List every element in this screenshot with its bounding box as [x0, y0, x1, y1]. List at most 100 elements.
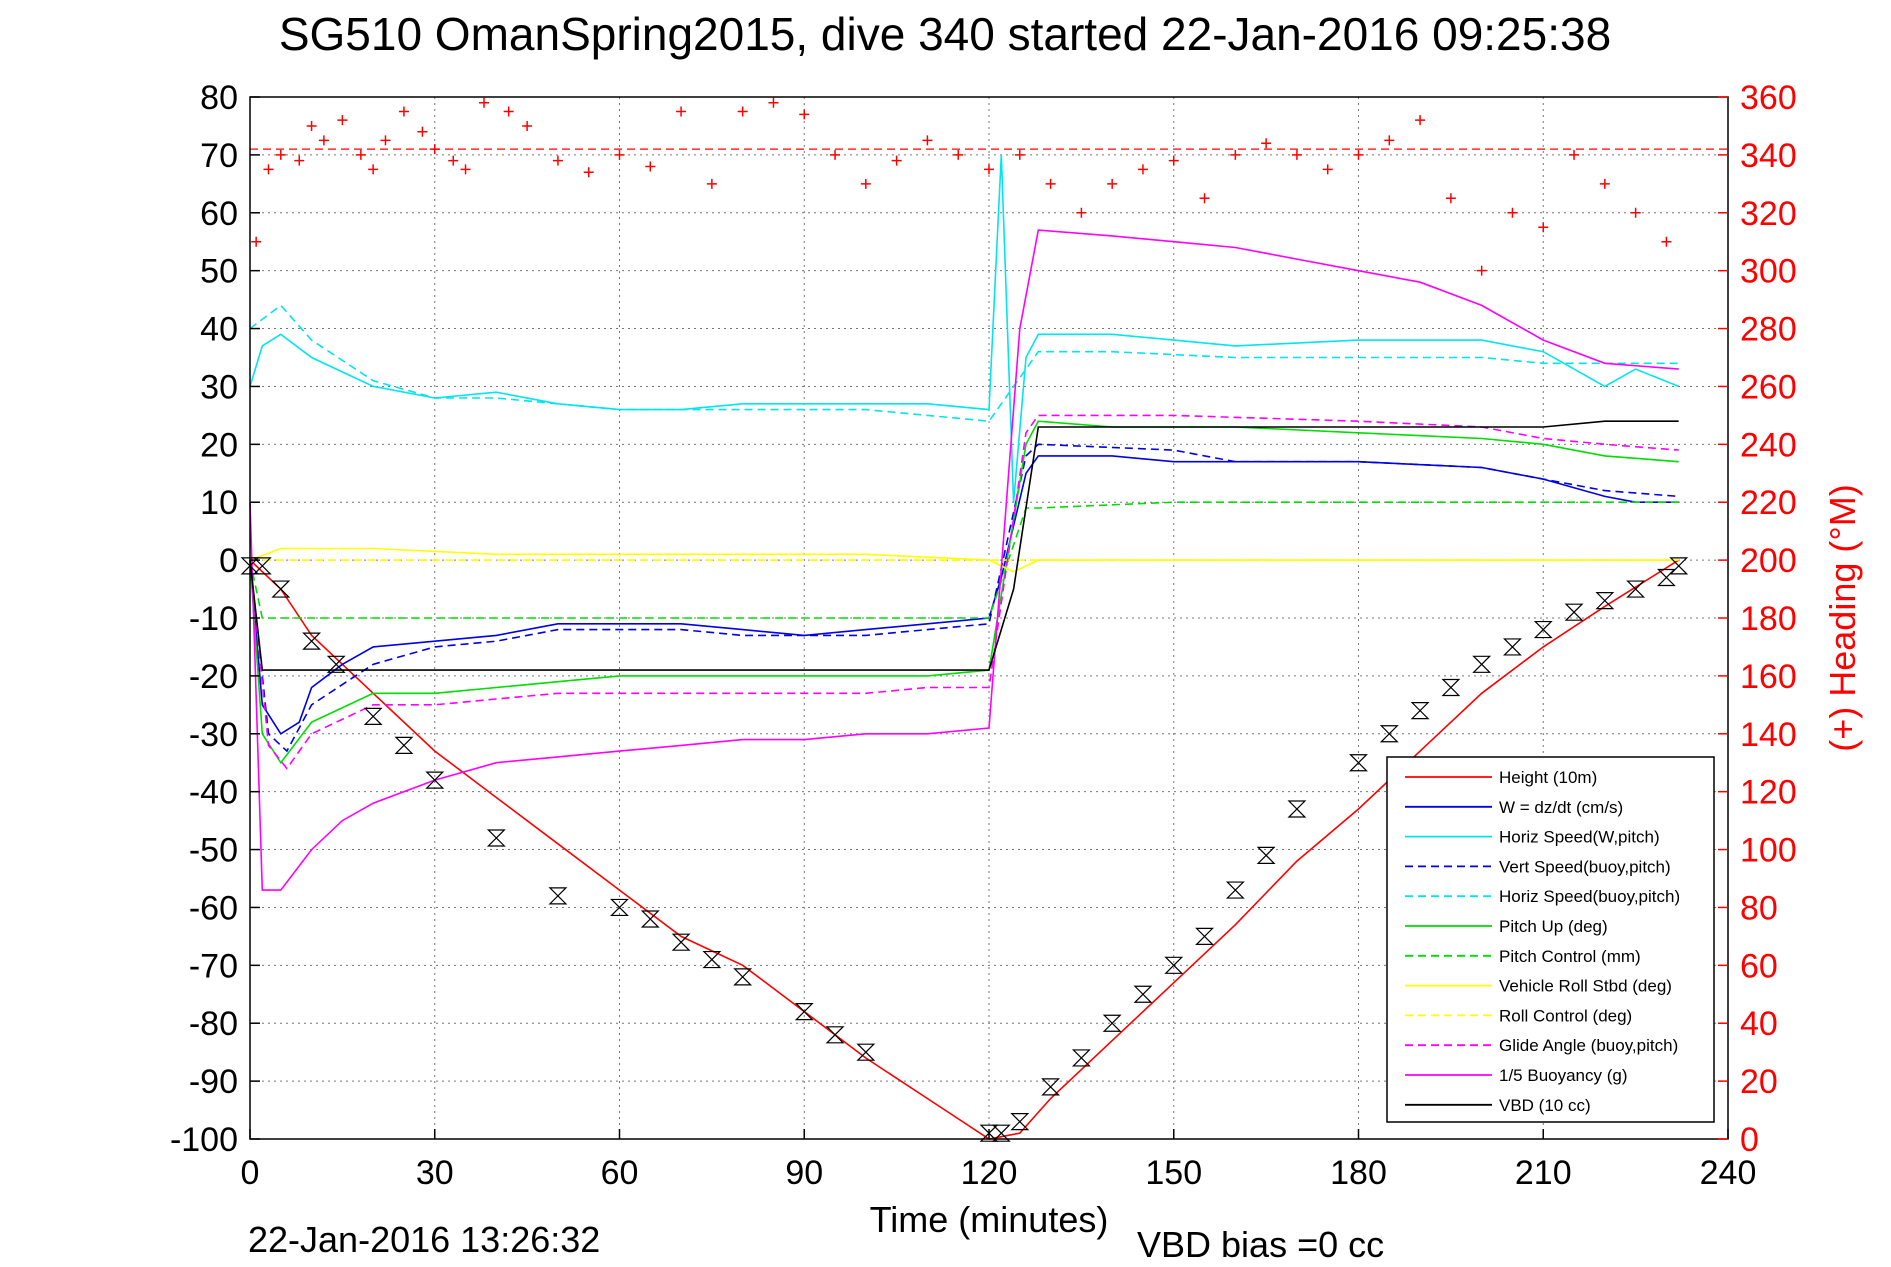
series-line	[249, 420, 1679, 671]
legend-box	[1386, 756, 1715, 1123]
depth-marker	[1287, 800, 1307, 818]
depth-marker	[1133, 985, 1153, 1003]
heading-point	[417, 126, 428, 137]
heading-point	[1415, 115, 1426, 126]
heading-point	[429, 144, 440, 155]
y-right-tick-label: 60	[1740, 947, 1778, 985]
depth-marker	[1379, 725, 1399, 743]
heading-point	[479, 97, 490, 108]
heading-point	[522, 120, 533, 131]
heading-point	[355, 149, 366, 160]
y-right-tick-label: 220	[1740, 484, 1797, 522]
depth-marker	[394, 736, 414, 754]
y-right-tick-label: 180	[1740, 600, 1797, 638]
heading-point	[984, 164, 994, 175]
legend-entry: VBD (10 cc)	[1499, 1096, 1591, 1115]
y-tick-label: -30	[189, 716, 238, 754]
legend-entry: Horiz Speed(W,pitch)	[1499, 828, 1660, 847]
heading-point	[1538, 222, 1549, 233]
y-right-tick-label: 320	[1740, 195, 1797, 233]
depth-marker	[640, 910, 660, 928]
heading-point	[1168, 155, 1179, 166]
heading-point	[263, 164, 274, 175]
legend-entry: Vehicle Roll Stbd (deg)	[1499, 977, 1672, 996]
legend-entry: W = dz/dt (cm/s)	[1499, 798, 1623, 817]
heading-point	[1384, 135, 1395, 146]
y-tick-label: 50	[200, 253, 238, 291]
heading-point	[737, 106, 748, 117]
y-tick-label: 20	[200, 426, 238, 464]
y-right-tick-label: 200	[1740, 542, 1797, 580]
heading-point	[799, 109, 810, 120]
heading-point	[1014, 149, 1025, 160]
heading-point	[1569, 149, 1580, 160]
heading-point	[503, 106, 514, 117]
y-tick-label: -40	[189, 774, 238, 812]
depth-marker	[1656, 568, 1676, 587]
depth-marker	[1256, 846, 1276, 864]
y-right-tick-label: 360	[1740, 79, 1797, 117]
heading-point	[1353, 149, 1364, 160]
depth-marker	[702, 950, 722, 969]
series-line	[249, 420, 1679, 765]
chart-title: SG510 OmanSpring2015, dive 340 started 2…	[279, 8, 1611, 60]
depth-marker	[671, 933, 691, 951]
series-line	[249, 501, 1679, 619]
footer-date: 22-Jan-2016 13:26:32	[248, 1219, 600, 1260]
heading-point	[251, 236, 262, 247]
x-tick-label: 210	[1515, 1154, 1572, 1192]
heading-point	[306, 120, 317, 131]
depth-marker	[856, 1043, 876, 1061]
depth-marker	[1564, 603, 1584, 621]
y-right-tick-label: 260	[1740, 368, 1797, 406]
depth-marker	[486, 829, 506, 847]
x-axis: 0 30 60 90 120 150 180 210 240	[241, 1129, 1757, 1192]
series-line	[249, 455, 1679, 735]
heading-point	[380, 135, 391, 146]
depth-marker	[326, 655, 346, 673]
legend-entry: Glide Angle (buoy,pitch)	[1499, 1036, 1678, 1055]
depth-marker	[302, 632, 322, 650]
y-tick-label: -80	[189, 1005, 238, 1043]
depth-marker	[1071, 1049, 1091, 1067]
heading-point	[1261, 138, 1272, 149]
heading-point	[1322, 164, 1333, 175]
heading-point	[337, 115, 348, 126]
y-right-tick-label: 40	[1740, 1005, 1778, 1043]
y-tick-label: 60	[200, 195, 238, 233]
y-right-tick-label: 160	[1740, 658, 1797, 696]
heading-point	[1630, 207, 1641, 218]
depth-marker	[991, 1124, 1011, 1142]
depth-marker	[1441, 678, 1461, 697]
heading-point	[1661, 236, 1672, 247]
y-tick-label: -50	[189, 832, 238, 870]
depth-marker	[1102, 1014, 1122, 1032]
depth-marker	[425, 771, 445, 789]
heading-point	[768, 97, 779, 108]
depth-marker	[794, 1003, 814, 1021]
depth-marker	[1472, 655, 1492, 673]
legend-entry: Roll Control (deg)	[1499, 1006, 1632, 1025]
heading-point	[891, 155, 902, 166]
y-axis: 80 70 60 50 40 30 20 10 0 -10 -20 -30 -40 -50 -60 -70 -8…	[170, 79, 260, 1159]
depth-marker	[1225, 881, 1245, 899]
depth-marker	[1503, 638, 1522, 656]
y-tick-label: 0	[219, 542, 238, 580]
depth-marker	[363, 707, 383, 726]
depth-marker	[1410, 702, 1430, 720]
x-tick-label: 240	[1700, 1154, 1757, 1192]
x-tick-label: 0	[241, 1154, 260, 1192]
depth-marker	[271, 580, 291, 598]
legend-entry: 1/5 Buoyancy (g)	[1499, 1066, 1628, 1085]
heading-point	[318, 135, 329, 146]
depth-marker	[979, 1124, 999, 1142]
heading-point	[1291, 149, 1302, 160]
heading-point	[552, 155, 563, 166]
x-tick-label: 90	[785, 1154, 823, 1192]
depth-marker	[1595, 592, 1615, 610]
y-tick-label: 80	[200, 79, 238, 117]
heading-point	[614, 149, 625, 160]
heading-point	[294, 155, 305, 166]
y-tick-label: -90	[189, 1063, 238, 1101]
